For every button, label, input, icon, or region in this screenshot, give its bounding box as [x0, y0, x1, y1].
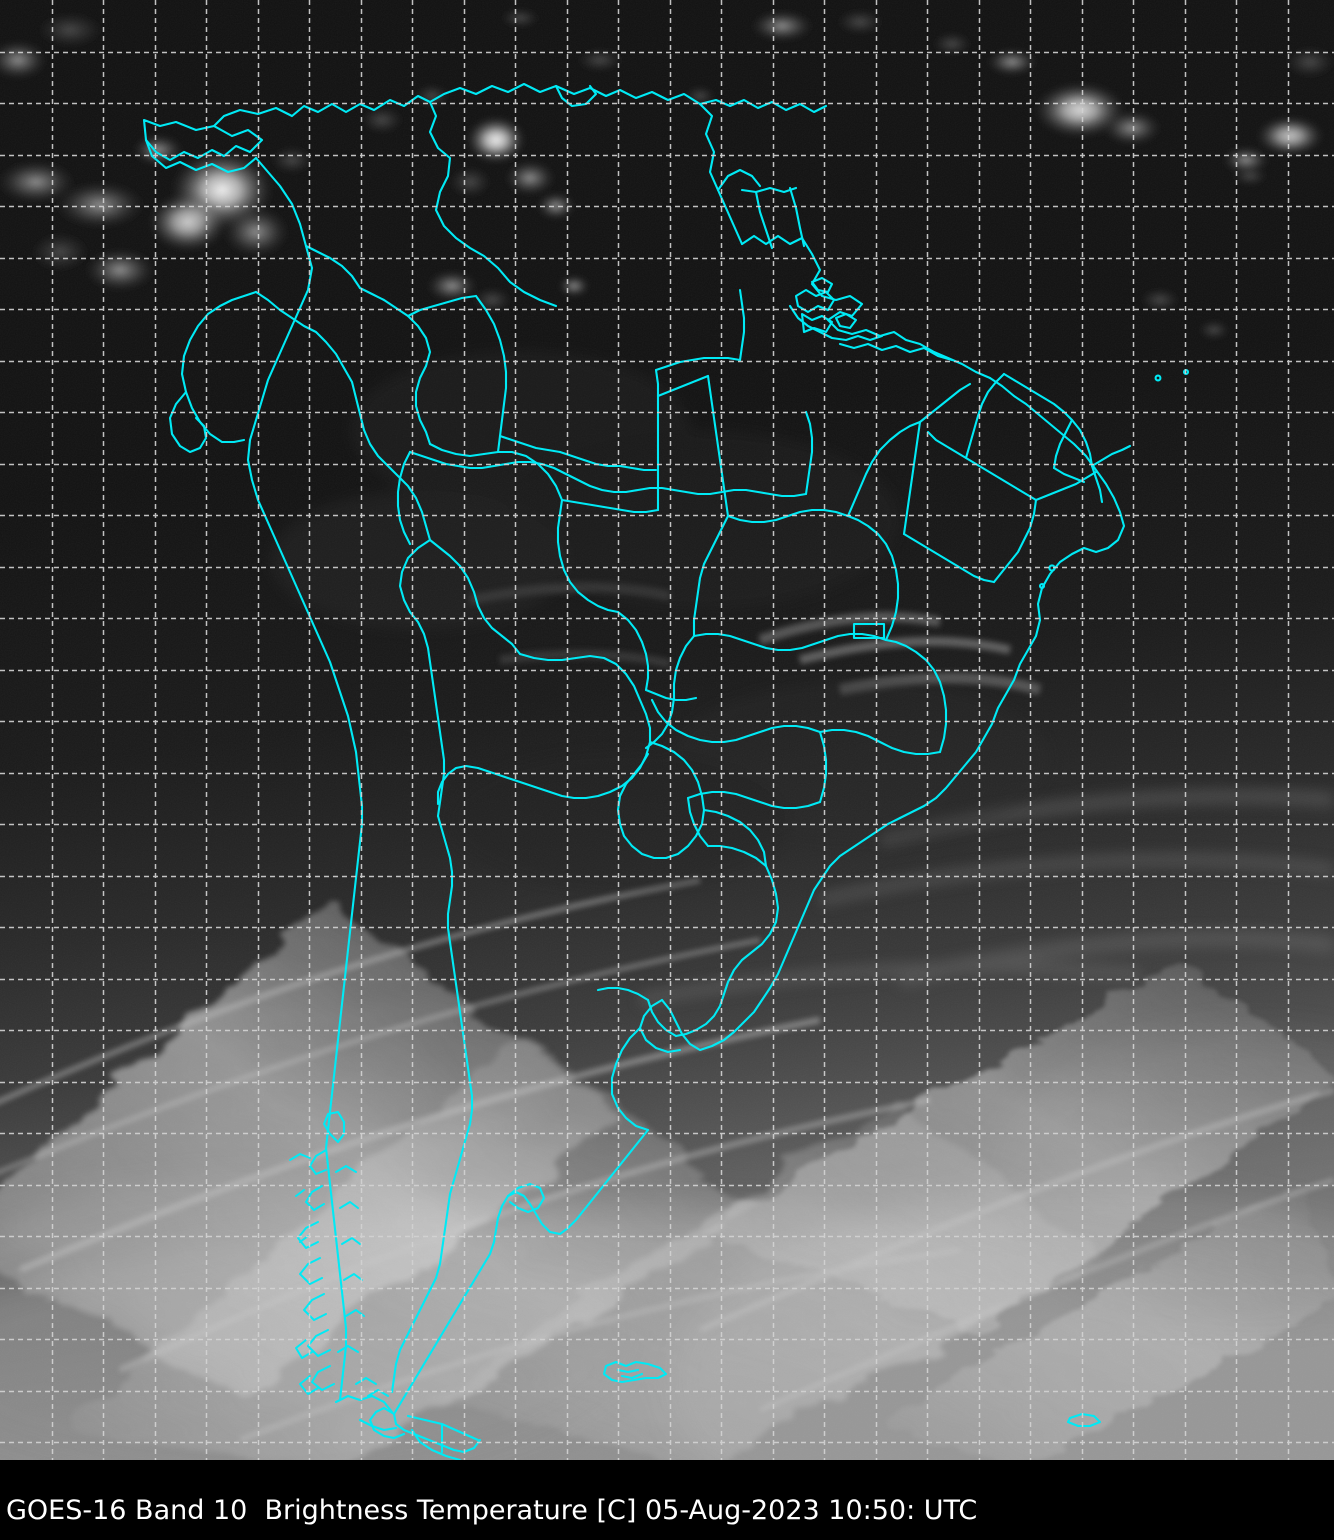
satellite-image-panel	[0, 0, 1334, 1460]
product-caption: GOES-16 Band 10 Brightness Temperature […	[6, 1495, 978, 1526]
caption-bar: GOES-16 Band 10 Brightness Temperature […	[0, 1460, 1334, 1540]
geopolitical-overlay	[142, 82, 1190, 1460]
infrared-brightness-temperature-raster	[0, 0, 1334, 1460]
